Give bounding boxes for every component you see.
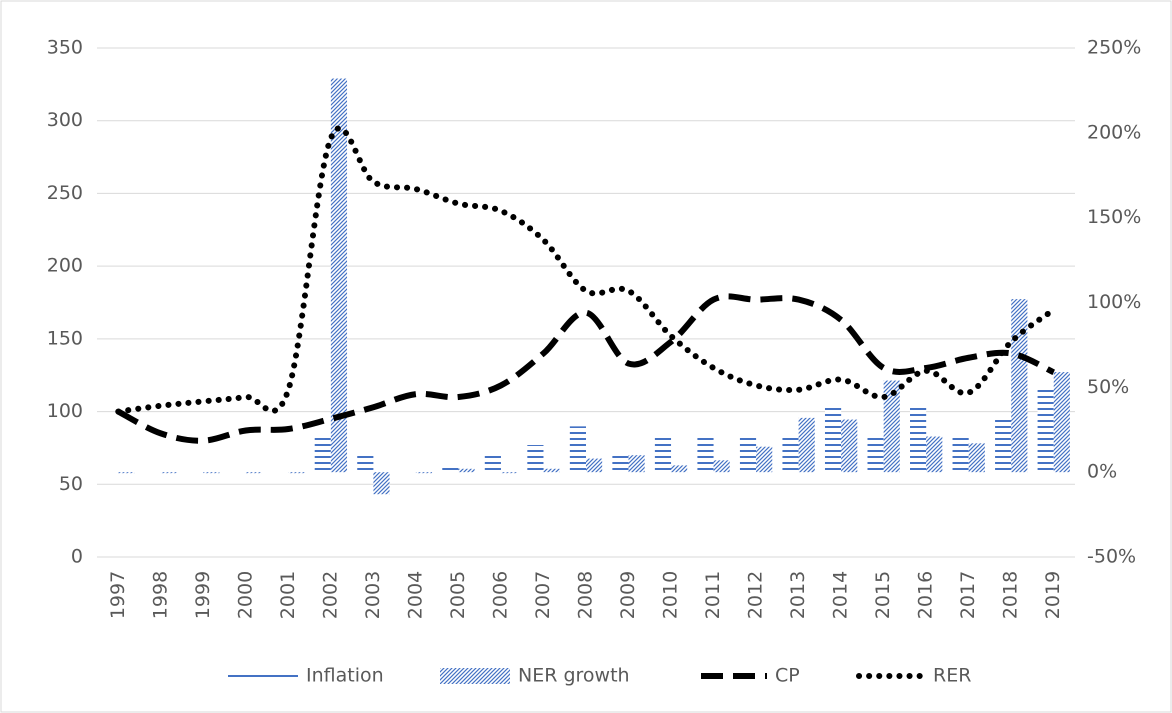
y-tick-label: 50 bbox=[59, 473, 83, 495]
y-tick-label: 350 bbox=[47, 37, 83, 59]
bar bbox=[841, 419, 858, 473]
bar bbox=[926, 436, 943, 473]
x-tick-label: 2011 bbox=[702, 571, 724, 619]
bar bbox=[739, 436, 757, 473]
bar bbox=[203, 472, 220, 474]
bar bbox=[118, 472, 135, 474]
y-tick-label: 250 bbox=[47, 182, 83, 204]
bar bbox=[910, 407, 927, 473]
bar bbox=[500, 472, 518, 474]
x-tick-label: 2015 bbox=[872, 571, 894, 619]
bar bbox=[1037, 389, 1054, 473]
legend-label: Inflation bbox=[306, 665, 384, 687]
x-tick-label: 2002 bbox=[319, 571, 341, 619]
bar bbox=[458, 468, 475, 473]
bar bbox=[883, 380, 900, 473]
bar bbox=[399, 470, 416, 473]
y-tick-label: 100 bbox=[47, 400, 83, 422]
bar bbox=[484, 455, 501, 473]
bar bbox=[288, 472, 305, 474]
bar bbox=[160, 472, 177, 474]
bar bbox=[569, 426, 586, 473]
bar bbox=[713, 460, 730, 473]
x-tick-label: 2007 bbox=[532, 571, 554, 619]
x-tick-label: 2013 bbox=[787, 571, 809, 619]
x-tick-label: 2003 bbox=[362, 571, 384, 619]
bar bbox=[952, 436, 969, 473]
bar bbox=[229, 470, 246, 473]
x-tick-label: 2017 bbox=[957, 571, 979, 619]
bar bbox=[782, 436, 799, 473]
bar bbox=[586, 458, 603, 473]
bar bbox=[187, 470, 204, 473]
bar bbox=[798, 417, 815, 473]
bar bbox=[756, 446, 773, 473]
x-tick-label: 2010 bbox=[660, 571, 682, 619]
bar bbox=[102, 472, 119, 474]
bar bbox=[654, 436, 672, 473]
x-tick-label: 2009 bbox=[617, 571, 639, 619]
x-tick-label: 2005 bbox=[447, 571, 469, 619]
bar bbox=[272, 470, 289, 473]
x-tick-label: 2006 bbox=[489, 571, 511, 619]
legend-swatch bbox=[440, 668, 510, 684]
bar bbox=[373, 472, 390, 495]
bar bbox=[357, 453, 374, 473]
bar bbox=[671, 465, 688, 473]
y-tick-label: 0 bbox=[71, 546, 83, 568]
y-tick-label: 300 bbox=[47, 109, 83, 131]
bar bbox=[612, 455, 629, 473]
bar bbox=[314, 434, 331, 473]
bar bbox=[330, 78, 348, 473]
bar bbox=[867, 436, 884, 473]
legend-label: RER bbox=[933, 665, 971, 687]
bar bbox=[1053, 372, 1070, 473]
bar bbox=[824, 407, 842, 473]
y2-tick-label: 150% bbox=[1087, 206, 1141, 228]
bar bbox=[1011, 299, 1028, 473]
y2-tick-label: 250% bbox=[1087, 37, 1141, 59]
y2-tick-label: 100% bbox=[1087, 291, 1141, 313]
y2-tick-label: 50% bbox=[1087, 376, 1129, 398]
legend-label: CP bbox=[775, 665, 800, 687]
bar bbox=[527, 445, 544, 473]
x-tick-label: 1997 bbox=[107, 571, 129, 619]
bar bbox=[628, 455, 645, 473]
x-tick-label: 2018 bbox=[1000, 571, 1022, 619]
x-tick-label: 2000 bbox=[234, 571, 256, 619]
line-series bbox=[116, 293, 1056, 444]
x-tick-label: 2019 bbox=[1042, 571, 1064, 619]
x-tick-label: 2004 bbox=[404, 571, 426, 619]
x-tick-label: 2008 bbox=[575, 571, 597, 619]
x-tick-label: 1999 bbox=[192, 571, 214, 619]
bar bbox=[442, 465, 459, 473]
x-tick-label: 2016 bbox=[915, 571, 937, 619]
x-tick-label: 2012 bbox=[745, 571, 767, 619]
y-tick-label: 150 bbox=[47, 327, 83, 349]
y2-tick-label: 0% bbox=[1087, 461, 1117, 483]
y-tick-label: 200 bbox=[47, 255, 83, 277]
x-tick-label: 1998 bbox=[149, 571, 171, 619]
legend-label: NER growth bbox=[518, 665, 630, 687]
bar bbox=[144, 472, 161, 474]
x-tick-label: 2001 bbox=[277, 571, 299, 619]
y2-tick-label: 200% bbox=[1087, 121, 1141, 143]
line-series bbox=[115, 125, 1057, 415]
bar bbox=[697, 436, 714, 473]
bar bbox=[245, 472, 262, 474]
bar bbox=[543, 468, 560, 473]
bar bbox=[415, 472, 433, 474]
bar bbox=[995, 417, 1012, 473]
y2-tick-label: -50% bbox=[1087, 546, 1136, 568]
x-tick-label: 2014 bbox=[830, 571, 852, 619]
bar bbox=[968, 443, 985, 473]
